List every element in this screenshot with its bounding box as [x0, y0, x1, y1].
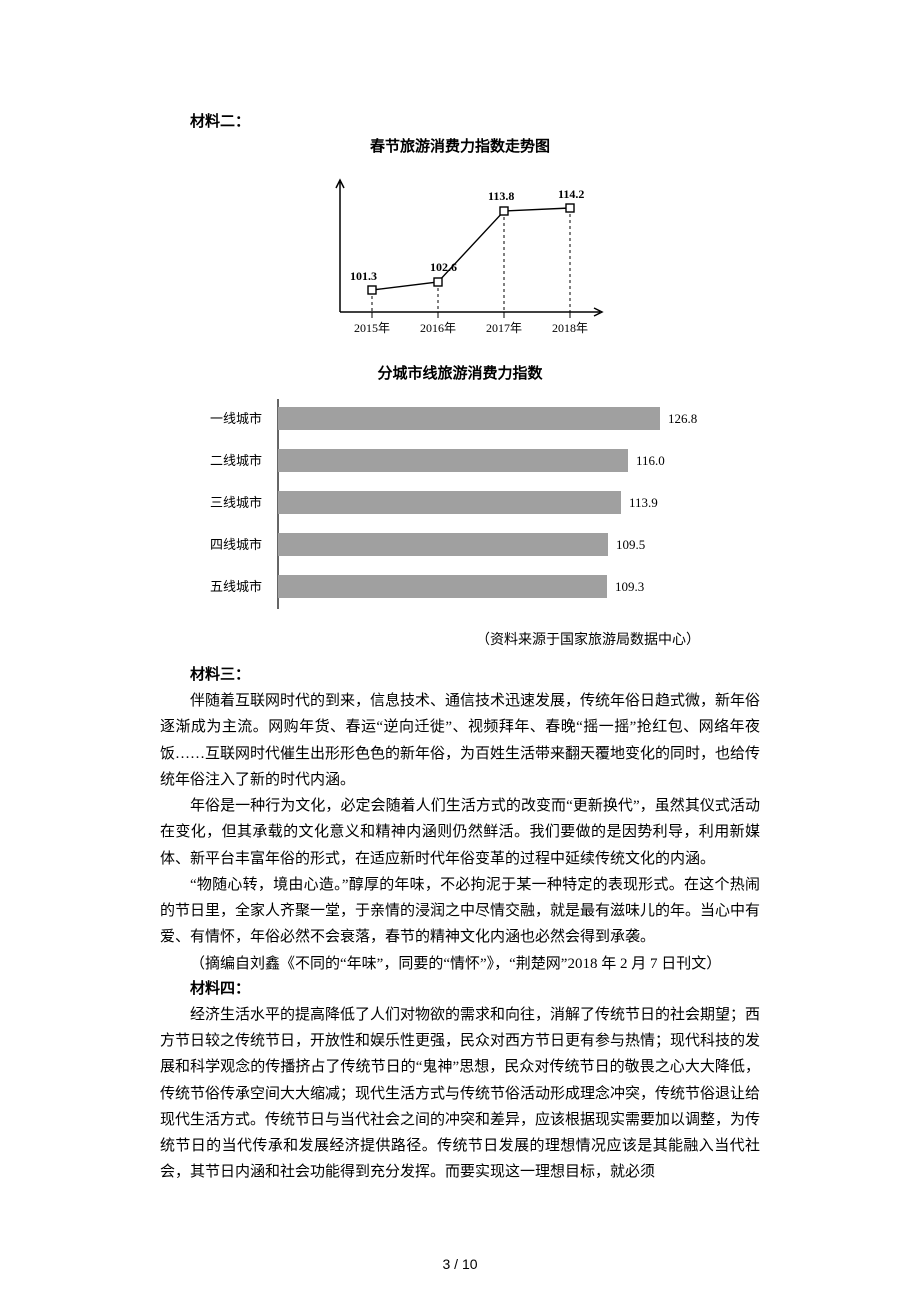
bar-chart-title: 分城市线旅游消费力指数: [200, 362, 720, 383]
bar-cat-2: 三线城市: [210, 495, 262, 510]
line-chart-title: 春节旅游消费力指数走势图: [290, 135, 630, 156]
section3-p2: 年俗是一种行为文化，必定会随着人们生活方式的改变而“更新换代”，虽然其仪式活动在…: [160, 793, 760, 872]
line-chart-xlabel-0: 2015年: [354, 321, 390, 335]
section3-p1: 伴随着互联网时代的到来，信息技术、通信技术迅速发展，传统年俗日趋式微，新年俗逐渐…: [160, 688, 760, 793]
line-chart-xlabel-1: 2016年: [420, 321, 456, 335]
bar-cat-4: 五线城市: [210, 579, 262, 594]
bar-value-2: 113.9: [629, 495, 658, 510]
line-chart-container: 春节旅游消费力指数走势图 101.3 102.6 113.8 114.2 201…: [290, 135, 630, 342]
bar-cat-1: 二线城市: [210, 453, 262, 468]
line-chart-value-1: 102.6: [430, 260, 457, 274]
bar-chart: 126.8 一线城市 116.0 二线城市 113.9 三线城市 109.5 四…: [200, 389, 720, 619]
page-number: 3 / 10: [0, 1256, 920, 1272]
section3-citation: （摘编自刘鑫《不同的“年味”，同要的“情怀”》，“荆楚网”2018 年 2 月 …: [160, 951, 760, 977]
bar-chart-container: 分城市线旅游消费力指数 126.8 一线城市 116.0 二线城市 113.9 …: [200, 362, 720, 619]
bar-value-3: 109.5: [616, 537, 645, 552]
bar-cat-0: 一线城市: [210, 411, 262, 426]
bar-value-1: 116.0: [636, 453, 665, 468]
bar-cat-3: 四线城市: [210, 537, 262, 552]
section3-label: 材料三：: [160, 663, 760, 684]
chart-source: （资料来源于国家旅游局数据中心）: [160, 629, 700, 649]
line-chart-value-2: 113.8: [488, 189, 514, 203]
line-chart-value-3: 114.2: [558, 187, 584, 201]
line-chart-xlabel-2: 2017年: [486, 321, 522, 335]
line-chart-value-0: 101.3: [350, 269, 377, 283]
section3-p3: “物随心转，境由心造。”醇厚的年味，不必拘泥于某一种特定的表现形式。在这个热闹的…: [160, 872, 760, 951]
line-chart: 101.3 102.6 113.8 114.2 2015年 2016年 2017…: [300, 162, 620, 342]
bar-value-0: 126.8: [668, 411, 697, 426]
bar-value-4: 109.3: [615, 579, 644, 594]
section4-p1: 经济生活水平的提高降低了人们对物欲的需求和向往，消解了传统节日的社会期望；西方节…: [160, 1002, 760, 1186]
section2-label: 材料二：: [160, 110, 760, 131]
line-chart-xlabel-3: 2018年: [552, 321, 588, 335]
section4-label: 材料四：: [160, 977, 760, 998]
